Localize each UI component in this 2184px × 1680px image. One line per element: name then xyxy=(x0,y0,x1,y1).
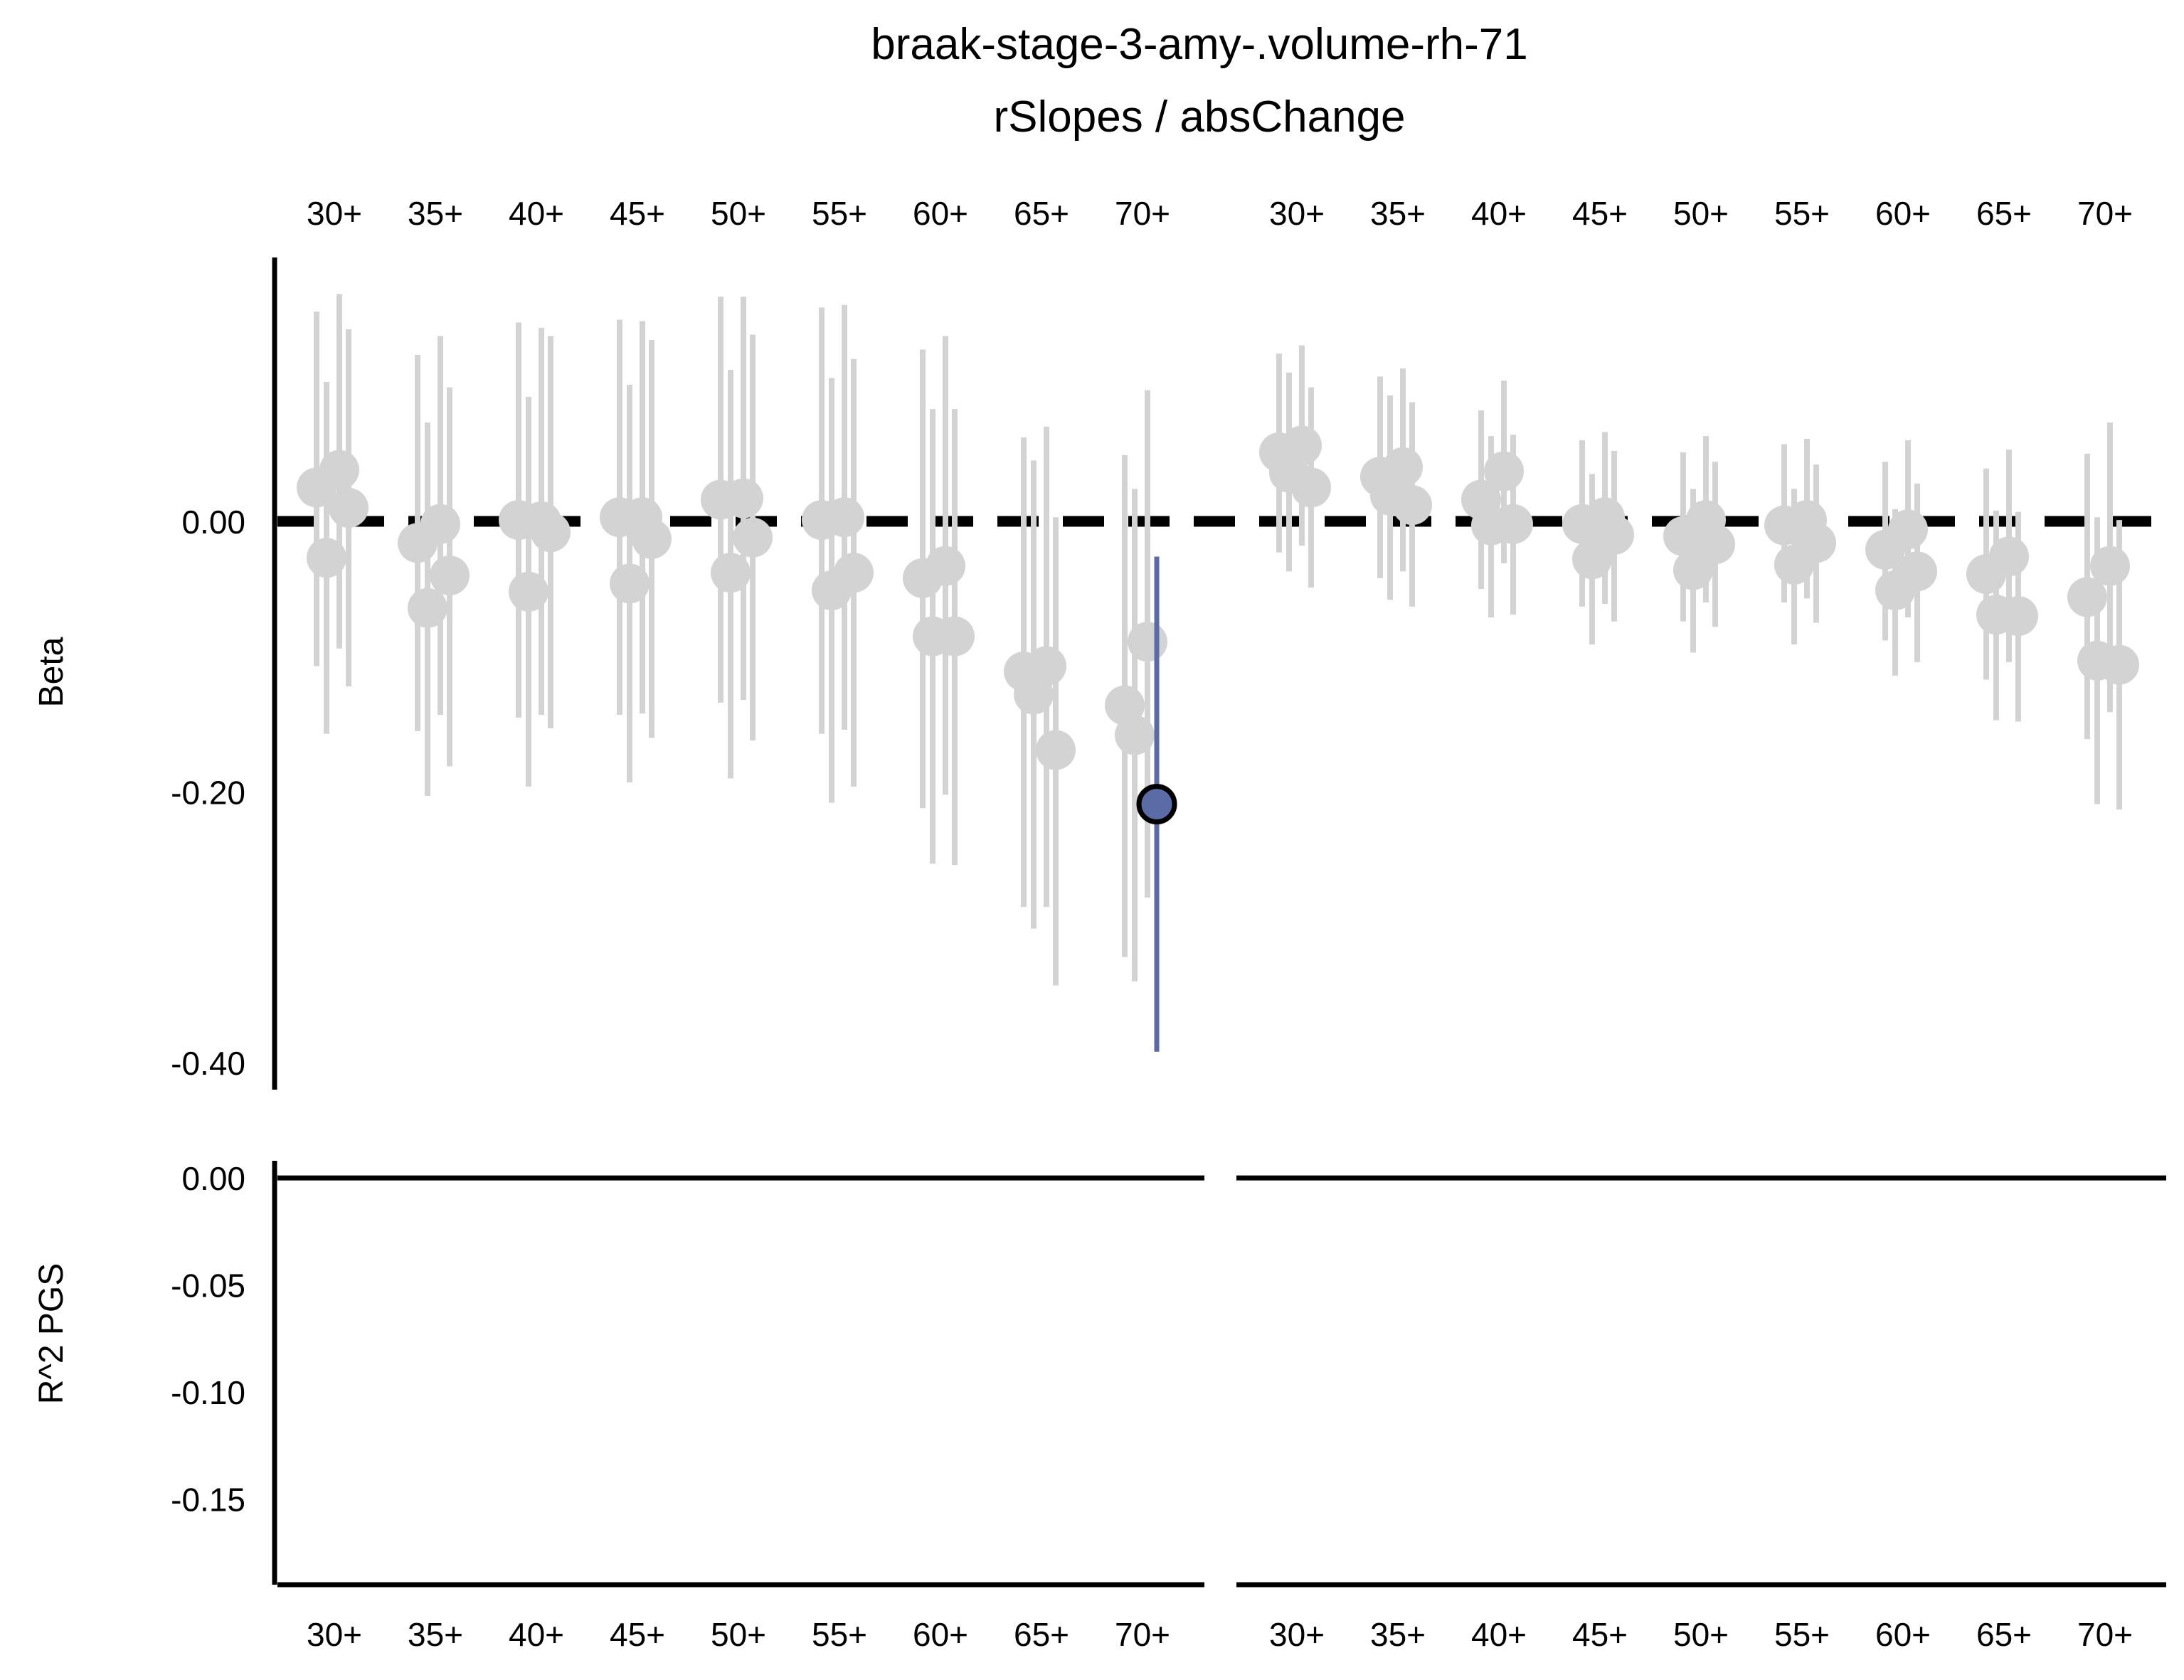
data-point xyxy=(711,553,751,593)
r2-axis-title: R^2 PGS xyxy=(33,1263,70,1405)
data-point xyxy=(825,497,864,538)
data-point xyxy=(420,504,460,544)
top-tick-label: 70+ xyxy=(2077,195,2133,232)
bottom-tick-label: 40+ xyxy=(1471,1616,1527,1653)
bottom-tick-label: 30+ xyxy=(1269,1616,1325,1653)
bottom-tick-label: 60+ xyxy=(913,1616,968,1653)
r2-y-tick-label: -0.10 xyxy=(171,1374,245,1411)
data-point xyxy=(610,563,650,604)
data-point xyxy=(1796,523,1836,563)
bottom-tick-label: 45+ xyxy=(610,1616,665,1653)
bottom-tick-label: 65+ xyxy=(1976,1616,2032,1653)
data-point xyxy=(2099,644,2139,685)
r2-y-tick-label: -0.15 xyxy=(171,1482,245,1519)
bottom-tick-label: 45+ xyxy=(1572,1616,1628,1653)
data-point xyxy=(1998,596,2038,637)
data-point xyxy=(1291,467,1331,508)
beta-panel: 0.00 -0.20 -0.40 xyxy=(171,257,2166,1090)
top-tick-label: 60+ xyxy=(1875,195,1931,232)
top-tick-label: 50+ xyxy=(1673,195,1729,232)
r2-y-tick-label: -0.05 xyxy=(171,1267,245,1304)
data-point xyxy=(632,519,672,559)
bottom-tick-label: 35+ xyxy=(1370,1616,1426,1653)
data-point xyxy=(733,517,773,558)
top-tick-label: 55+ xyxy=(812,195,867,232)
top-tick-label: 55+ xyxy=(1774,195,1830,232)
data-point xyxy=(1695,524,1735,565)
top-tick-label: 70+ xyxy=(1115,195,1170,232)
data-point xyxy=(1888,509,1928,550)
top-tick-label: 40+ xyxy=(1471,195,1527,232)
top-tick-label: 60+ xyxy=(913,195,968,232)
data-point xyxy=(926,546,965,586)
top-tick-label: 65+ xyxy=(1014,195,1069,232)
bottom-tick-label: 50+ xyxy=(711,1616,766,1653)
beta-y-tick-label: 0.00 xyxy=(181,504,245,541)
data-point xyxy=(935,616,975,656)
data-point xyxy=(329,487,369,528)
data-point xyxy=(1036,730,1076,770)
data-point xyxy=(2067,577,2107,617)
bottom-tick-label: 55+ xyxy=(812,1616,867,1653)
beta-axis-title: Beta xyxy=(33,637,70,707)
top-tick-label: 45+ xyxy=(1572,195,1628,232)
top-tick-label: 30+ xyxy=(307,195,362,232)
data-point xyxy=(1128,622,1167,662)
chart-title: braak-stage-3-amy-.volume-rh-71 xyxy=(871,20,1527,69)
top-tick-label: 40+ xyxy=(509,195,564,232)
data-point xyxy=(1392,485,1432,526)
data-point xyxy=(1594,515,1634,555)
data-point xyxy=(1027,646,1066,686)
data-point xyxy=(319,450,359,490)
data-point xyxy=(430,555,470,596)
bottom-category-axis: 30+ 35+ 40+ 45+ 50+ 55+ 60+ 65+ 70+ 30+ 35+ 40+ 45+ 5… xyxy=(307,1616,2133,1653)
top-tick-label: 50+ xyxy=(711,195,766,232)
r2-y-tick-label: 0.00 xyxy=(181,1160,245,1197)
beta-y-tick-label: -0.40 xyxy=(171,1045,245,1082)
data-point xyxy=(531,512,571,553)
data-point xyxy=(509,571,548,612)
r2-pgs-panel: 0.00 -0.05 -0.10 -0.15 xyxy=(171,1160,2166,1588)
highlight-data-point xyxy=(1136,784,1177,825)
bottom-tick-label: 65+ xyxy=(1014,1616,1069,1653)
bottom-tick-label: 40+ xyxy=(509,1616,564,1653)
data-point xyxy=(1282,425,1322,466)
top-category-axis: 30+ 35+ 40+ 45+ 50+ 55+ 60+ 65+ 70+ 30+ 35+ 40+ 45+ 5… xyxy=(307,195,2133,232)
data-point xyxy=(834,553,874,593)
bottom-tick-label: 70+ xyxy=(1115,1616,1170,1653)
data-point xyxy=(1897,551,1937,592)
data-point xyxy=(1383,447,1423,487)
chart-subtitle: rSlopes / absChange xyxy=(993,92,1405,142)
data-point xyxy=(408,588,447,628)
top-tick-label: 35+ xyxy=(408,195,463,232)
data-point xyxy=(1115,715,1155,755)
data-point xyxy=(307,538,346,578)
bottom-tick-label: 50+ xyxy=(1673,1616,1729,1653)
top-tick-label: 35+ xyxy=(1370,195,1426,232)
top-tick-label: 45+ xyxy=(610,195,665,232)
bottom-tick-label: 55+ xyxy=(1774,1616,1830,1653)
bottom-tick-label: 30+ xyxy=(307,1616,362,1653)
data-point xyxy=(1484,451,1524,491)
data-point xyxy=(723,478,763,519)
data-point xyxy=(1493,504,1533,544)
bottom-tick-label: 70+ xyxy=(2077,1616,2133,1653)
bottom-tick-label: 60+ xyxy=(1875,1616,1931,1653)
bottom-tick-label: 35+ xyxy=(408,1616,463,1653)
data-point xyxy=(1989,536,2029,577)
top-tick-label: 30+ xyxy=(1269,195,1325,232)
data-point xyxy=(2090,546,2130,586)
top-tick-label: 65+ xyxy=(1976,195,2032,232)
beta-y-tick-label: -0.20 xyxy=(171,774,245,811)
